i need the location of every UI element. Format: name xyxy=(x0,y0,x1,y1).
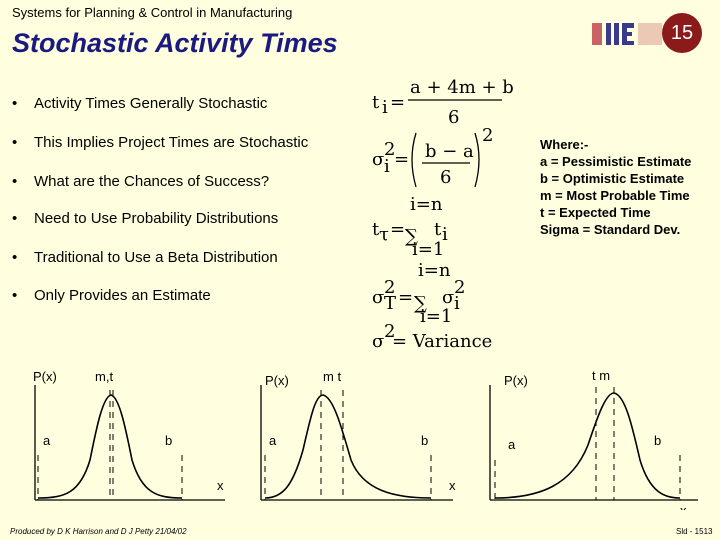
svg-text:2: 2 xyxy=(384,139,395,160)
sum-lower-limit: i=1 xyxy=(412,239,444,260)
svg-text:∑: ∑ xyxy=(414,293,427,314)
plot-b-label: b xyxy=(421,433,428,448)
plot-mt-label: m,t xyxy=(95,369,113,384)
svg-text:i: i xyxy=(384,156,390,177)
where-line: m = Most Probable Time xyxy=(540,188,690,203)
where-line: t = Expected Time xyxy=(540,205,651,220)
slide-title: Stochastic Activity Times xyxy=(12,28,338,58)
plot-ylabel: P(x) xyxy=(265,373,289,388)
svg-text:t: t xyxy=(372,219,380,240)
svg-text:∑: ∑ xyxy=(405,226,418,247)
beta-distribution-right-mode: P(x) t m a b x xyxy=(489,368,698,510)
svg-text:σ: σ xyxy=(372,331,384,352)
svg-text:2: 2 xyxy=(482,125,493,146)
svg-text:σ: σ xyxy=(372,287,384,308)
sum-lower-limit: i=1 xyxy=(420,306,452,327)
variance-label: = Variance xyxy=(392,331,492,352)
formula-ti-lhs: t xyxy=(372,92,380,113)
plot-mt-label: m t xyxy=(323,369,341,384)
svg-text:T: T xyxy=(384,293,396,314)
footer-credit: Produced by D K Harrison and D J Petty 2… xyxy=(10,527,187,536)
plot-x-label: x xyxy=(217,478,224,493)
plot-ylabel: P(x) xyxy=(33,369,57,384)
plot-a-label: a xyxy=(508,437,516,452)
where-line: Sigma = Standard Dev. xyxy=(540,222,681,237)
plot-mt-label: t m xyxy=(592,368,610,383)
formula-ti-sub: i xyxy=(382,97,388,118)
where-legend: Where:- a = Pessimistic Estimate b = Opt… xyxy=(540,136,691,238)
svg-text:2: 2 xyxy=(384,321,395,342)
iie-logo xyxy=(592,23,662,45)
sum-upper-limit: i=n xyxy=(418,260,451,281)
formula-ti-denominator: 6 xyxy=(448,107,459,128)
bullet-item: • This Implies Project Times are Stochast… xyxy=(12,134,309,151)
beta-distribution-symmetric: P(x) m,t a b x xyxy=(33,369,225,501)
svg-text:=: = xyxy=(390,219,405,240)
svg-text:=: = xyxy=(394,149,409,170)
where-heading: Where:- xyxy=(540,137,589,152)
bullet-item: • Activity Times Generally Stochastic xyxy=(12,95,268,112)
svg-text:σ: σ xyxy=(372,149,384,170)
sum-upper-limit: i=n xyxy=(410,194,443,215)
plot-ylabel: P(x) xyxy=(504,373,528,388)
svg-text:2: 2 xyxy=(454,277,465,298)
plot-a-label: a xyxy=(43,433,51,448)
bullet-item: • What are the Chances of Success? xyxy=(12,173,270,190)
svg-text:i: i xyxy=(442,224,448,245)
svg-text:σ: σ xyxy=(442,287,454,308)
svg-text:=: = xyxy=(390,92,405,113)
svg-text:τ: τ xyxy=(379,224,389,245)
formula-var-numerator: b − a xyxy=(425,141,474,162)
plot-b-label: b xyxy=(654,433,661,448)
formula-var-denominator: 6 xyxy=(440,167,451,188)
beta-distribution-left-mode: P(x) m t a b x xyxy=(260,369,456,501)
bullet-item: • Need to Use Probability Distributions xyxy=(12,210,279,227)
plot-x-label: x xyxy=(680,503,687,510)
where-line: a = Pessimistic Estimate xyxy=(540,154,692,169)
where-line: b = Optimistic Estimate xyxy=(540,171,685,186)
svg-text:t: t xyxy=(434,219,442,240)
footer-slide-id: Sld - 1513 xyxy=(676,527,713,536)
plot-x-label: x xyxy=(449,478,456,493)
slide-number-badge: 15 xyxy=(662,13,702,53)
plot-a-label: a xyxy=(269,433,277,448)
svg-text:2: 2 xyxy=(384,277,395,298)
course-title: Systems for Planning & Control in Manufa… xyxy=(12,5,293,20)
svg-text:i: i xyxy=(454,293,460,314)
bullet-item: • Traditional to Use a Beta Distribution xyxy=(12,249,278,266)
formula-block: t i = a + 4m + b 6 σ 2 i = b − a 6 2 t τ… xyxy=(372,77,514,352)
svg-text:=: = xyxy=(398,287,413,308)
plot-b-label: b xyxy=(165,433,172,448)
formula-ti-numerator: a + 4m + b xyxy=(410,77,514,98)
bullet-item: • Only Provides an Estimate xyxy=(12,287,211,304)
